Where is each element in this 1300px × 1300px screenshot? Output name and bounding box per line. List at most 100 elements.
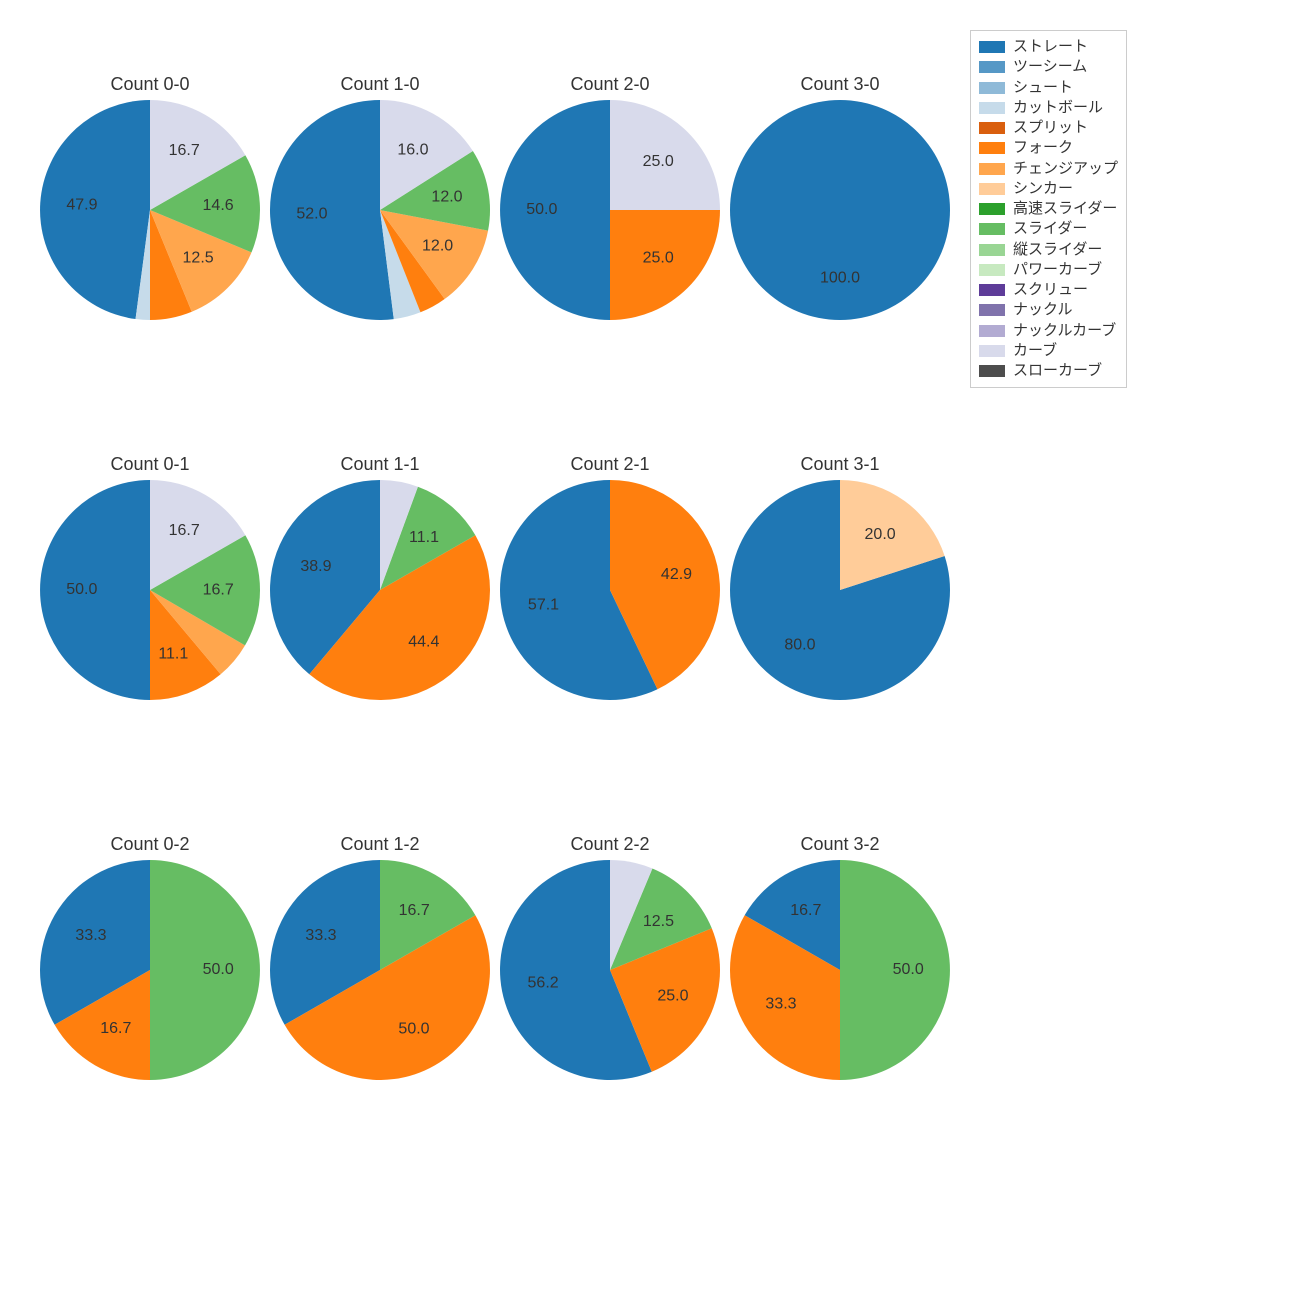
legend-label: カットボール xyxy=(1013,98,1103,118)
slice-label: 16.7 xyxy=(203,581,234,598)
chart-title: Count 2-0 xyxy=(500,74,720,95)
legend-swatch xyxy=(979,264,1005,276)
legend-swatch xyxy=(979,41,1005,53)
chart-title: Count 0-0 xyxy=(40,74,260,95)
legend-label: スクリュー xyxy=(1013,280,1088,300)
legend-item: カーブ xyxy=(979,341,1118,361)
legend-swatch xyxy=(979,142,1005,154)
legend-label: パワーカーブ xyxy=(1013,260,1102,280)
chart-count-3-2: Count 3-216.733.350.0 xyxy=(730,860,950,1080)
legend-item: チェンジアップ xyxy=(979,159,1118,179)
pie-chart: 80.020.0 xyxy=(730,480,950,700)
chart-title: Count 2-2 xyxy=(500,834,720,855)
legend-swatch xyxy=(979,304,1005,316)
chart-title: Count 3-0 xyxy=(730,74,950,95)
chart-title: Count 3-2 xyxy=(730,834,950,855)
pie-chart: 47.912.514.616.7 xyxy=(40,100,260,320)
chart-count-1-0: Count 1-052.012.012.016.0 xyxy=(270,100,490,320)
chart-title: Count 2-1 xyxy=(500,454,720,475)
legend-swatch xyxy=(979,122,1005,134)
legend-item: シンカー xyxy=(979,179,1118,199)
legend-swatch xyxy=(979,284,1005,296)
slice-label: 16.7 xyxy=(100,1020,131,1037)
pie-chart: 33.316.750.0 xyxy=(40,860,260,1080)
chart-title: Count 1-1 xyxy=(270,454,490,475)
legend-label: カーブ xyxy=(1013,341,1057,361)
legend-item: ナックルカーブ xyxy=(979,321,1118,341)
legend-item: 高速スライダー xyxy=(979,199,1118,219)
chart-count-2-1: Count 2-157.142.9 xyxy=(500,480,720,700)
pie-chart: 100.0 xyxy=(730,100,950,320)
legend-item: ナックル xyxy=(979,300,1118,320)
legend-label: ナックル xyxy=(1013,300,1073,320)
legend-swatch xyxy=(979,223,1005,235)
legend-swatch xyxy=(979,345,1005,357)
legend-swatch xyxy=(979,163,1005,175)
chart-count-3-1: Count 3-180.020.0 xyxy=(730,480,950,700)
chart-title: Count 3-1 xyxy=(730,454,950,475)
slice-label: 33.3 xyxy=(305,927,336,944)
slice-label: 52.0 xyxy=(296,206,327,223)
legend-swatch xyxy=(979,82,1005,94)
chart-count-3-0: Count 3-0100.0 xyxy=(730,100,950,320)
chart-title: Count 0-2 xyxy=(40,834,260,855)
legend-label: チェンジアップ xyxy=(1013,159,1118,179)
slice-label: 50.0 xyxy=(66,581,97,598)
slice-label: 56.2 xyxy=(528,974,559,991)
slice-label: 11.1 xyxy=(409,529,439,546)
chart-title: Count 0-1 xyxy=(40,454,260,475)
slice-label: 50.0 xyxy=(893,961,924,978)
slice-label: 100.0 xyxy=(820,269,860,286)
slice-label: 25.0 xyxy=(657,988,688,1005)
slice-label: 50.0 xyxy=(526,201,557,218)
slice-label: 12.0 xyxy=(431,188,462,205)
pie-chart: 33.3 50.0 16.7 xyxy=(270,860,490,1080)
chart-count-0-2: Count 0-233.316.750.0 xyxy=(40,860,260,1080)
slice-label: 44.4 xyxy=(408,634,439,651)
legend-label: ツーシーム xyxy=(1013,57,1087,77)
chart-count-1-1: Count 1-138.944.411.1 xyxy=(270,480,490,700)
slice-label: 16.7 xyxy=(169,522,200,539)
chart-count-0-1: Count 0-150.011.116.716.7 xyxy=(40,480,260,700)
chart-count-2-0: Count 2-050.025.025.0 xyxy=(500,100,720,320)
slice-label: 57.1 xyxy=(528,596,559,613)
legend-label: フォーク xyxy=(1013,138,1073,158)
slice-label: 25.0 xyxy=(643,153,674,170)
chart-count-1-2: Count 1-233.350.016.7 xyxy=(270,860,490,1080)
legend-item: ストレート xyxy=(979,37,1118,57)
legend-item: フォーク xyxy=(979,138,1118,158)
pie-chart: 16.733.350.0 xyxy=(730,860,950,1080)
legend-swatch xyxy=(979,365,1005,377)
slice-label: 25.0 xyxy=(643,249,674,266)
slice-label: 14.6 xyxy=(203,197,234,214)
slice-label: 12.0 xyxy=(422,238,453,255)
pie-chart: 52.0 12.0 12.0 16.0 xyxy=(270,100,490,320)
slice-label: 50.0 xyxy=(203,961,234,978)
legend-item: スローカーブ xyxy=(979,361,1118,381)
legend-item: カットボール xyxy=(979,98,1118,118)
legend-label: ストレート xyxy=(1013,37,1088,57)
legend-swatch xyxy=(979,244,1005,256)
slice-label: 50.0 xyxy=(398,1020,429,1037)
slice-label: 16.7 xyxy=(399,902,430,919)
slice-label: 20.0 xyxy=(865,526,896,543)
slice-label: 42.9 xyxy=(661,566,692,583)
legend-label: 縦スライダー xyxy=(1013,240,1102,260)
legend-label: ナックルカーブ xyxy=(1013,321,1116,341)
chart-grid: Count 0-047.912.514.616.7Count 1-052.012… xyxy=(0,0,1300,1300)
slice-label: 12.5 xyxy=(643,913,674,930)
legend: ストレートツーシームシュートカットボールスプリットフォークチェンジアップシンカー… xyxy=(970,30,1127,388)
legend-swatch xyxy=(979,102,1005,114)
chart-count-2-2: Count 2-256.225.012.5 xyxy=(500,860,720,1080)
slice-label: 12.5 xyxy=(183,250,214,267)
slice-label: 16.0 xyxy=(397,141,428,158)
legend-swatch xyxy=(979,61,1005,73)
slice-label: 16.7 xyxy=(790,902,821,919)
pie-chart: 50.011.116.716.7 xyxy=(40,480,260,700)
legend-swatch xyxy=(979,183,1005,195)
legend-item: シュート xyxy=(979,78,1118,98)
legend-item: スプリット xyxy=(979,118,1118,138)
pie-chart: 57.1 42.9 xyxy=(500,480,720,700)
legend-item: ツーシーム xyxy=(979,57,1118,77)
legend-item: スライダー xyxy=(979,219,1118,239)
